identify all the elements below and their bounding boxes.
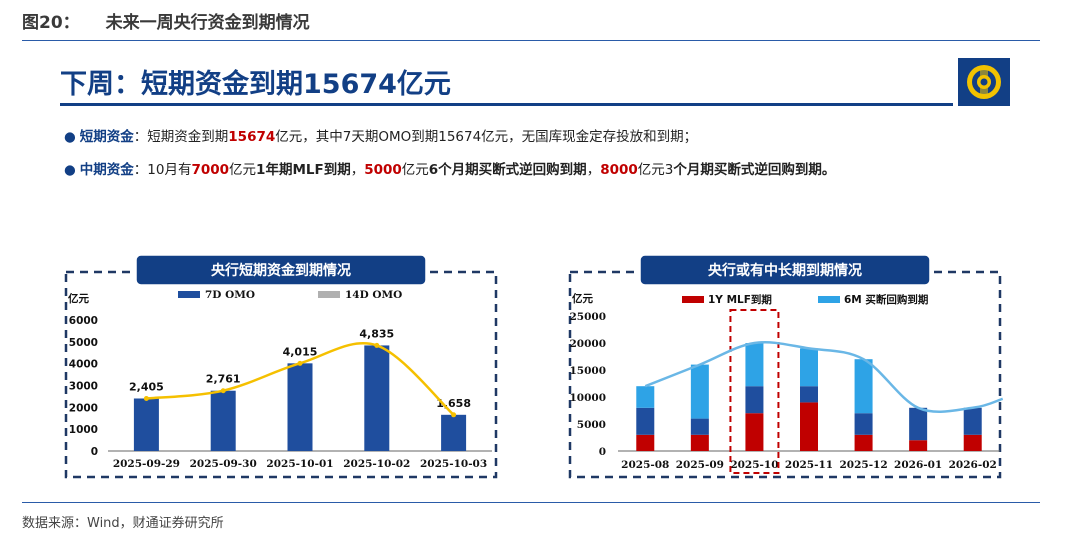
bar-7d-omo bbox=[210, 390, 236, 451]
data-label: 2,761 bbox=[206, 373, 241, 386]
x-tick-label: 2025-10-01 bbox=[266, 458, 333, 470]
data-label: 4,015 bbox=[283, 345, 318, 358]
bar-segment-6m-buyout bbox=[690, 418, 709, 435]
y-tick-label: 4000 bbox=[69, 359, 98, 371]
bar-segment-6m-buyout bbox=[909, 407, 928, 441]
top-divider bbox=[22, 40, 1040, 41]
y-tick-label: 3000 bbox=[69, 381, 98, 393]
bar-segment-mlf bbox=[636, 434, 655, 451]
figure-title: 图20： 未来一周央行资金到期情况 bbox=[22, 8, 310, 33]
chart-frame bbox=[568, 270, 1002, 479]
bar-segment-6m-buyout bbox=[800, 386, 818, 403]
chart-frame bbox=[64, 270, 498, 479]
bar-7d-omo bbox=[133, 398, 159, 451]
bar-segment-mlf bbox=[854, 434, 873, 451]
highlight-box bbox=[729, 309, 780, 474]
x-tick-label: 2025-10-03 bbox=[420, 458, 487, 470]
bar-segment-mlf bbox=[963, 434, 982, 451]
y-tick-label: 15000 bbox=[569, 365, 606, 377]
bar-segment-3m-buyout bbox=[854, 359, 873, 414]
y-tick-label: 0 bbox=[91, 446, 98, 458]
bar-7d-omo bbox=[441, 414, 467, 451]
x-tick-label: 2025-11 bbox=[785, 459, 833, 471]
x-tick-label: 2025-09 bbox=[676, 459, 724, 471]
chart-title: 央行或有中长期到期情况 bbox=[708, 262, 862, 279]
y-tick-label: 1000 bbox=[69, 424, 98, 436]
x-tick-label: 2025-12 bbox=[839, 459, 887, 471]
x-tick-label: 2025-10-02 bbox=[343, 458, 410, 470]
bar-segment-3m-buyout bbox=[800, 348, 818, 387]
bar-segment-3m-buyout bbox=[745, 343, 764, 387]
legend-swatch-7d bbox=[178, 291, 200, 298]
source-note: 数据来源：Wind，财通证券研究所 bbox=[22, 516, 224, 531]
y-tick-label: 10000 bbox=[569, 392, 606, 404]
bullet-mid-term: ● 中期资金：10月有7000亿元1年期MLF到期，5000亿元6个月期买断式逆回… bbox=[64, 162, 836, 178]
bar-7d-omo bbox=[364, 345, 390, 451]
legend-swatch-14d bbox=[318, 291, 340, 298]
bar-segment-3m-buyout bbox=[636, 386, 655, 408]
x-tick-label: 2025-09-29 bbox=[113, 458, 180, 470]
headline-underline bbox=[60, 103, 953, 106]
figure-number: 图20： bbox=[22, 13, 80, 33]
legend-label-mlf: 1Y MLF到期 bbox=[708, 293, 772, 306]
y-axis-label: 亿元 bbox=[68, 292, 89, 305]
y-axis-label: 亿元 bbox=[572, 292, 593, 305]
trend-point bbox=[374, 342, 380, 348]
trend-point bbox=[297, 360, 303, 366]
trend-point bbox=[143, 395, 149, 401]
chart-title-banner bbox=[135, 254, 427, 286]
chart-title: 央行短期资金到期情况 bbox=[211, 262, 351, 279]
trend-line bbox=[644, 341, 1004, 414]
x-tick-label: 2025-09-30 bbox=[190, 458, 257, 470]
short-term-chart: 央行短期资金到期情况亿元 0 1000 2000 3000 4000 5000 6000 7D … bbox=[62, 252, 502, 487]
bank-logo-icon bbox=[958, 58, 1010, 106]
y-tick-label: 5000 bbox=[577, 419, 606, 431]
bar-segment-6m-buyout bbox=[963, 407, 982, 435]
legend-swatch-buyout bbox=[818, 296, 840, 303]
data-label: 2,405 bbox=[129, 380, 164, 393]
y-tick-label: 5000 bbox=[69, 337, 98, 349]
legend-label-buyout: 6M 买断回购到期 bbox=[844, 293, 928, 306]
x-tick-label: 2025-08 bbox=[621, 459, 669, 471]
trend-point bbox=[220, 388, 226, 394]
figure-caption: 未来一周央行资金到期情况 bbox=[105, 13, 310, 33]
headline: 下周：短期资金到期15674亿元 bbox=[60, 69, 451, 100]
legend-swatch-mlf bbox=[682, 296, 704, 303]
y-tick-label: 20000 bbox=[569, 338, 606, 350]
y-tick-label: 25000 bbox=[569, 311, 606, 323]
legend-label-7d: 7D OMO bbox=[205, 289, 255, 301]
bar-segment-mlf bbox=[909, 440, 928, 451]
bar-segment-6m-buyout bbox=[636, 407, 655, 435]
bar-segment-mlf bbox=[745, 413, 764, 451]
data-label: 4,835 bbox=[359, 327, 394, 340]
bar-segment-3m-buyout bbox=[690, 364, 709, 419]
trend-point bbox=[451, 412, 457, 418]
y-tick-label: 2000 bbox=[69, 402, 98, 414]
x-tick-label: 2025-10 bbox=[730, 459, 778, 471]
bar-segment-6m-buyout bbox=[745, 386, 764, 414]
y-tick-label: 6000 bbox=[69, 315, 98, 327]
mid-term-chart: 央行或有中长期到期情况亿元 0 5000 10000 15000 20000 25000 1Y… bbox=[566, 252, 1006, 487]
bar-segment-mlf bbox=[690, 434, 709, 451]
x-tick-label: 2026-02 bbox=[949, 459, 997, 471]
bar-segment-mlf bbox=[800, 402, 818, 451]
chart-title-banner bbox=[639, 254, 931, 286]
bottom-divider bbox=[22, 502, 1040, 503]
x-tick-label: 2026-01 bbox=[894, 459, 942, 471]
bar-segment-6m-buyout bbox=[854, 413, 873, 435]
bullet-short-term: ● 短期资金：短期资金到期15674亿元，其中7天期OMO到期15674亿元，无国… bbox=[64, 129, 698, 145]
y-tick-label: 0 bbox=[599, 446, 606, 458]
bar-7d-omo bbox=[287, 363, 313, 451]
legend-label-14d: 14D OMO bbox=[345, 289, 402, 301]
